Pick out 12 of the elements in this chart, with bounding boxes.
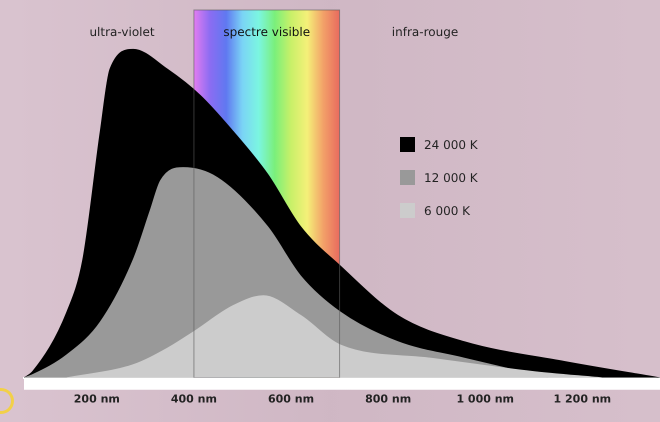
x-tick-label: 400 nm (170, 392, 217, 406)
x-tick-label: 800 nm (365, 392, 412, 406)
band-label: spectre visible (223, 25, 310, 40)
legend-label: 12 000 K (424, 170, 478, 184)
text: infra-rouge (392, 25, 458, 40)
legend-label: 24 000 K (424, 138, 478, 152)
x-tick-label: 1 200 nm (554, 392, 612, 406)
x-tick-label: 600 nm (268, 392, 314, 406)
legend-label: 6 000 K (424, 204, 470, 218)
text: ultra-violet (89, 25, 155, 40)
x-tick-label: 200 nm (74, 392, 120, 406)
x-tick-label: 1 000 nm (456, 392, 514, 406)
